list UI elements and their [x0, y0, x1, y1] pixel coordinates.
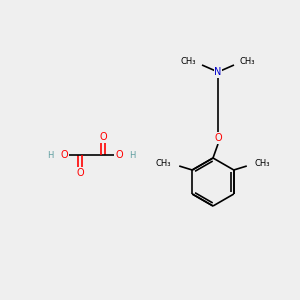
- Text: O: O: [60, 150, 68, 160]
- Text: CH₃: CH₃: [181, 58, 196, 67]
- Text: CH₃: CH₃: [255, 160, 270, 169]
- Text: O: O: [99, 132, 107, 142]
- Text: O: O: [115, 150, 123, 160]
- Text: CH₃: CH₃: [156, 160, 171, 169]
- Text: H: H: [129, 151, 135, 160]
- Text: H: H: [47, 151, 53, 160]
- Text: O: O: [76, 168, 84, 178]
- Text: O: O: [214, 133, 222, 143]
- Text: CH₃: CH₃: [240, 58, 256, 67]
- Text: N: N: [214, 67, 222, 77]
